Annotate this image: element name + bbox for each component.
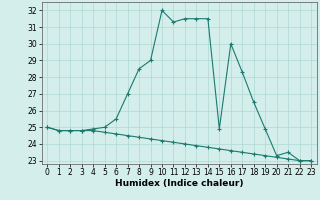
X-axis label: Humidex (Indice chaleur): Humidex (Indice chaleur) xyxy=(115,179,244,188)
